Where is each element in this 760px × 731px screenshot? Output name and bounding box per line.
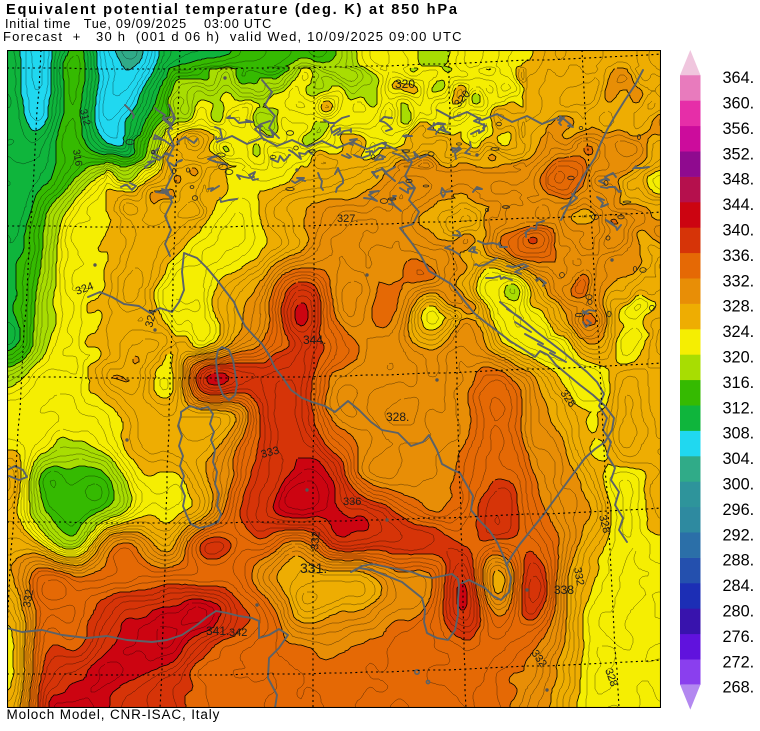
- svg-text:328.: 328.: [723, 298, 755, 316]
- svg-text:328: 328: [602, 667, 620, 688]
- svg-text:348.: 348.: [723, 171, 755, 189]
- svg-text:320.: 320.: [395, 77, 418, 91]
- svg-text:344.: 344.: [723, 196, 755, 214]
- svg-text:284.: 284.: [723, 577, 755, 595]
- svg-text:288.: 288.: [723, 552, 755, 570]
- svg-text:332.: 332.: [723, 272, 755, 290]
- svg-text:360.: 360.: [723, 95, 755, 113]
- svg-text:320.: 320.: [723, 349, 755, 367]
- svg-text:336: 336: [343, 496, 361, 508]
- svg-text:332: 332: [571, 566, 586, 586]
- svg-text:292.: 292.: [723, 526, 755, 544]
- svg-text:300.: 300.: [723, 476, 755, 494]
- svg-text:332: 332: [309, 531, 323, 550]
- svg-text:332: 332: [21, 588, 36, 608]
- svg-text:280.: 280.: [723, 603, 755, 621]
- svg-text:344.: 344.: [303, 333, 326, 347]
- svg-text:316.: 316.: [723, 374, 755, 392]
- svg-text:328.: 328.: [386, 410, 409, 424]
- svg-text:342: 342: [229, 627, 247, 639]
- svg-text:356.: 356.: [723, 120, 755, 138]
- svg-text:327.: 327.: [337, 213, 358, 225]
- svg-text:324.: 324.: [723, 323, 755, 341]
- svg-text:333: 333: [260, 445, 281, 461]
- svg-text:341.: 341.: [206, 624, 229, 638]
- svg-text:308.: 308.: [723, 425, 755, 443]
- svg-text:268.: 268.: [723, 679, 755, 697]
- svg-text:324: 324: [74, 280, 95, 298]
- svg-text:324: 324: [143, 308, 159, 329]
- svg-text:340.: 340.: [723, 222, 755, 240]
- svg-text:364.: 364.: [723, 69, 755, 87]
- svg-text:312: 312: [77, 108, 92, 127]
- svg-text:296.: 296.: [723, 501, 755, 519]
- svg-text:338: 338: [554, 583, 574, 597]
- svg-text:276.: 276.: [723, 628, 755, 646]
- svg-text:331.: 331.: [300, 560, 327, 576]
- svg-text:352.: 352.: [723, 145, 755, 163]
- svg-text:272.: 272.: [723, 653, 755, 671]
- svg-text:316: 316: [70, 149, 84, 168]
- svg-text:304.: 304.: [723, 450, 755, 468]
- svg-text:328: 328: [596, 514, 612, 535]
- svg-text:312.: 312.: [723, 399, 755, 417]
- svg-text:336.: 336.: [723, 247, 755, 265]
